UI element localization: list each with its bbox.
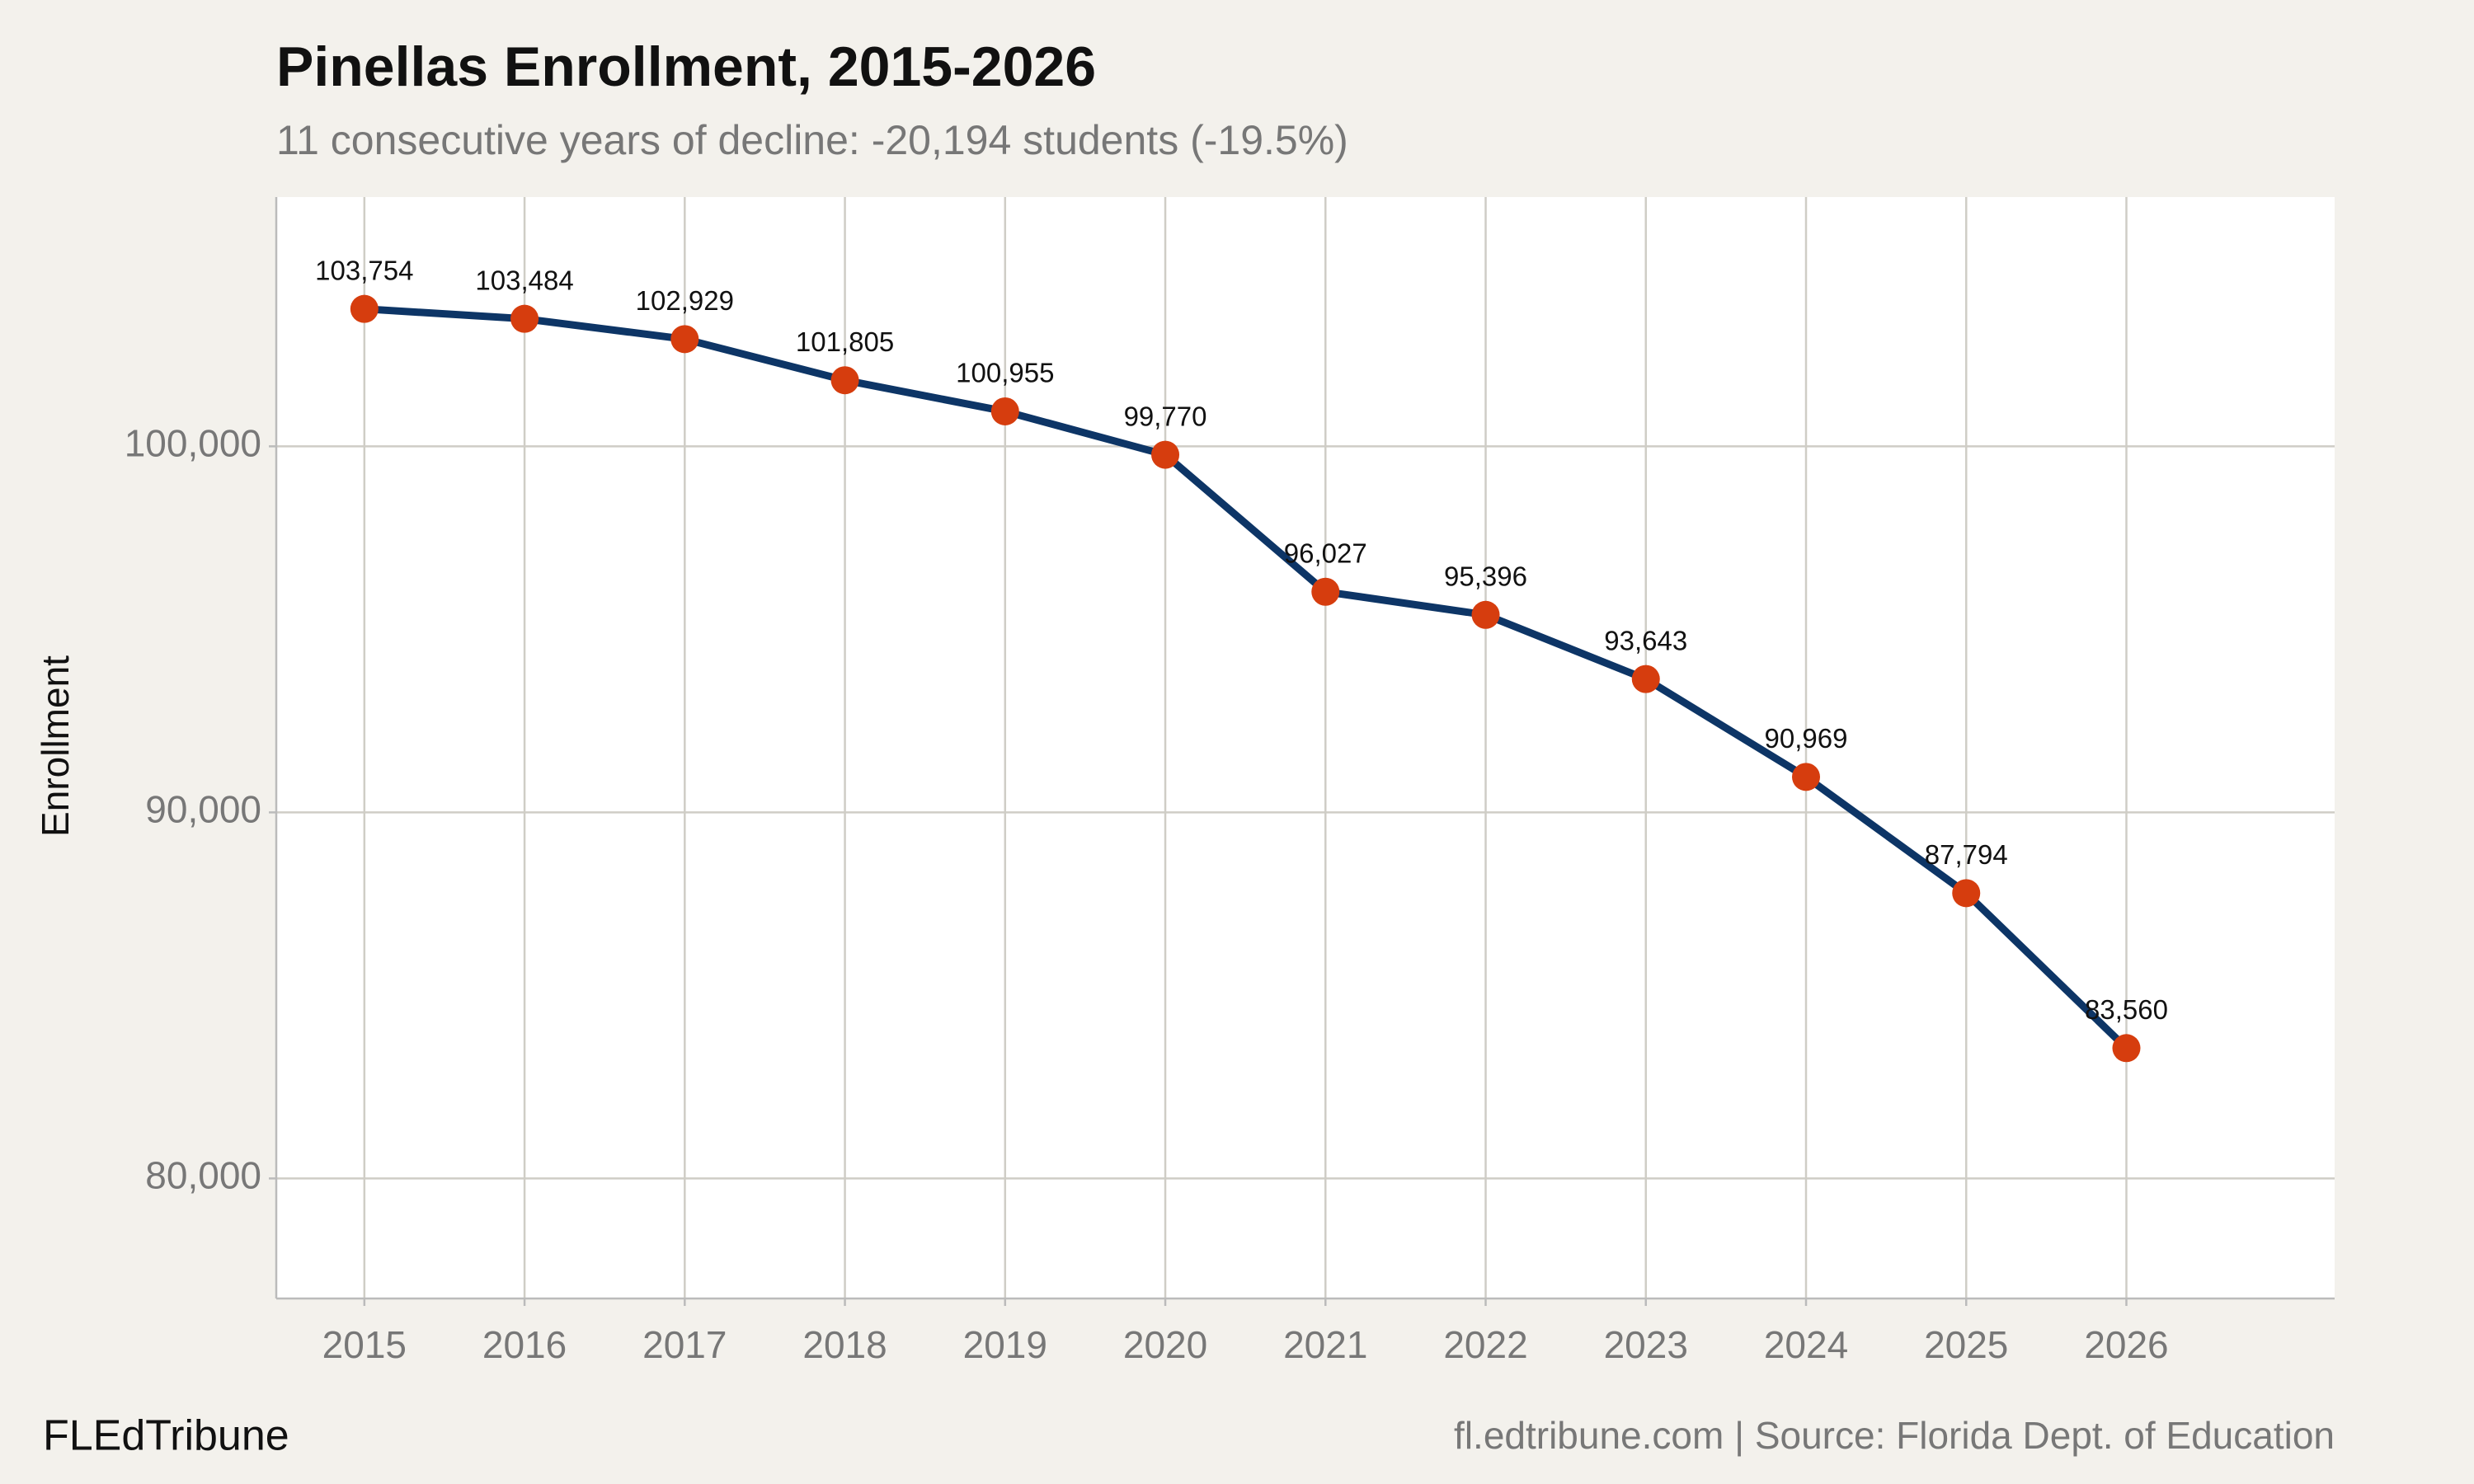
y-axis-title: Enrollment xyxy=(34,655,77,837)
data-point xyxy=(1471,600,1500,629)
caption: fl.edtribune.com | Source: Florida Dept.… xyxy=(1454,1414,2335,1457)
data-label: 95,396 xyxy=(1444,561,1527,592)
x-tick-label: 2026 xyxy=(2084,1323,2168,1366)
plot-panel xyxy=(276,197,2335,1298)
data-point xyxy=(1792,763,1821,791)
x-tick-label: 2024 xyxy=(1764,1323,1848,1366)
brand: FLEdTribune xyxy=(43,1412,289,1460)
data-point xyxy=(990,397,1019,425)
y-tick-label: 90,000 xyxy=(145,788,261,831)
grid: 80,000 90,000 100,000 2015 2016 2017 2018 2019 2… xyxy=(125,197,2335,1366)
x-tick-label: 2019 xyxy=(963,1323,1047,1366)
data-point xyxy=(1151,440,1180,469)
data-label: 87,794 xyxy=(1925,839,2008,870)
data-label: 102,929 xyxy=(636,285,734,316)
data-point xyxy=(1631,665,1660,693)
data-label: 100,955 xyxy=(956,358,1054,388)
y-tick-label: 80,000 xyxy=(145,1154,261,1197)
data-label: 93,643 xyxy=(1604,625,1687,655)
data-label: 101,805 xyxy=(796,326,894,357)
x-tick-label: 2023 xyxy=(1604,1323,1688,1366)
x-tick-label: 2020 xyxy=(1123,1323,1207,1366)
data-point xyxy=(2112,1034,2141,1063)
x-tick-label: 2025 xyxy=(1924,1323,2008,1366)
data-point xyxy=(670,325,699,354)
chart-subtitle: 11 consecutive years of decline: -20,194… xyxy=(276,117,1348,163)
data-point xyxy=(1952,879,1981,908)
data-point xyxy=(510,304,539,333)
x-tick-label: 2015 xyxy=(322,1323,407,1366)
y-tick-label: 100,000 xyxy=(125,422,261,465)
data-point xyxy=(1311,577,1340,606)
x-tick-label: 2022 xyxy=(1443,1323,1527,1366)
data-label: 90,969 xyxy=(1765,723,1848,754)
data-point xyxy=(830,366,859,395)
x-tick-label: 2017 xyxy=(642,1323,727,1366)
data-label: 99,770 xyxy=(1124,401,1207,431)
data-label: 96,027 xyxy=(1284,538,1367,568)
data-label: 83,560 xyxy=(2085,994,2168,1025)
chart-title: Pinellas Enrollment, 2015-2026 xyxy=(276,35,1096,98)
marks: 103,754 103,484 102,929 101,805 100,955 99,77… xyxy=(315,255,2168,1063)
data-label: 103,754 xyxy=(315,255,413,285)
data-label: 103,484 xyxy=(475,265,573,295)
data-point xyxy=(350,294,379,323)
x-tick-label: 2018 xyxy=(802,1323,887,1366)
series-line xyxy=(364,305,2129,1051)
x-tick-label: 2016 xyxy=(482,1323,567,1366)
x-tick-label: 2021 xyxy=(1283,1323,1367,1366)
